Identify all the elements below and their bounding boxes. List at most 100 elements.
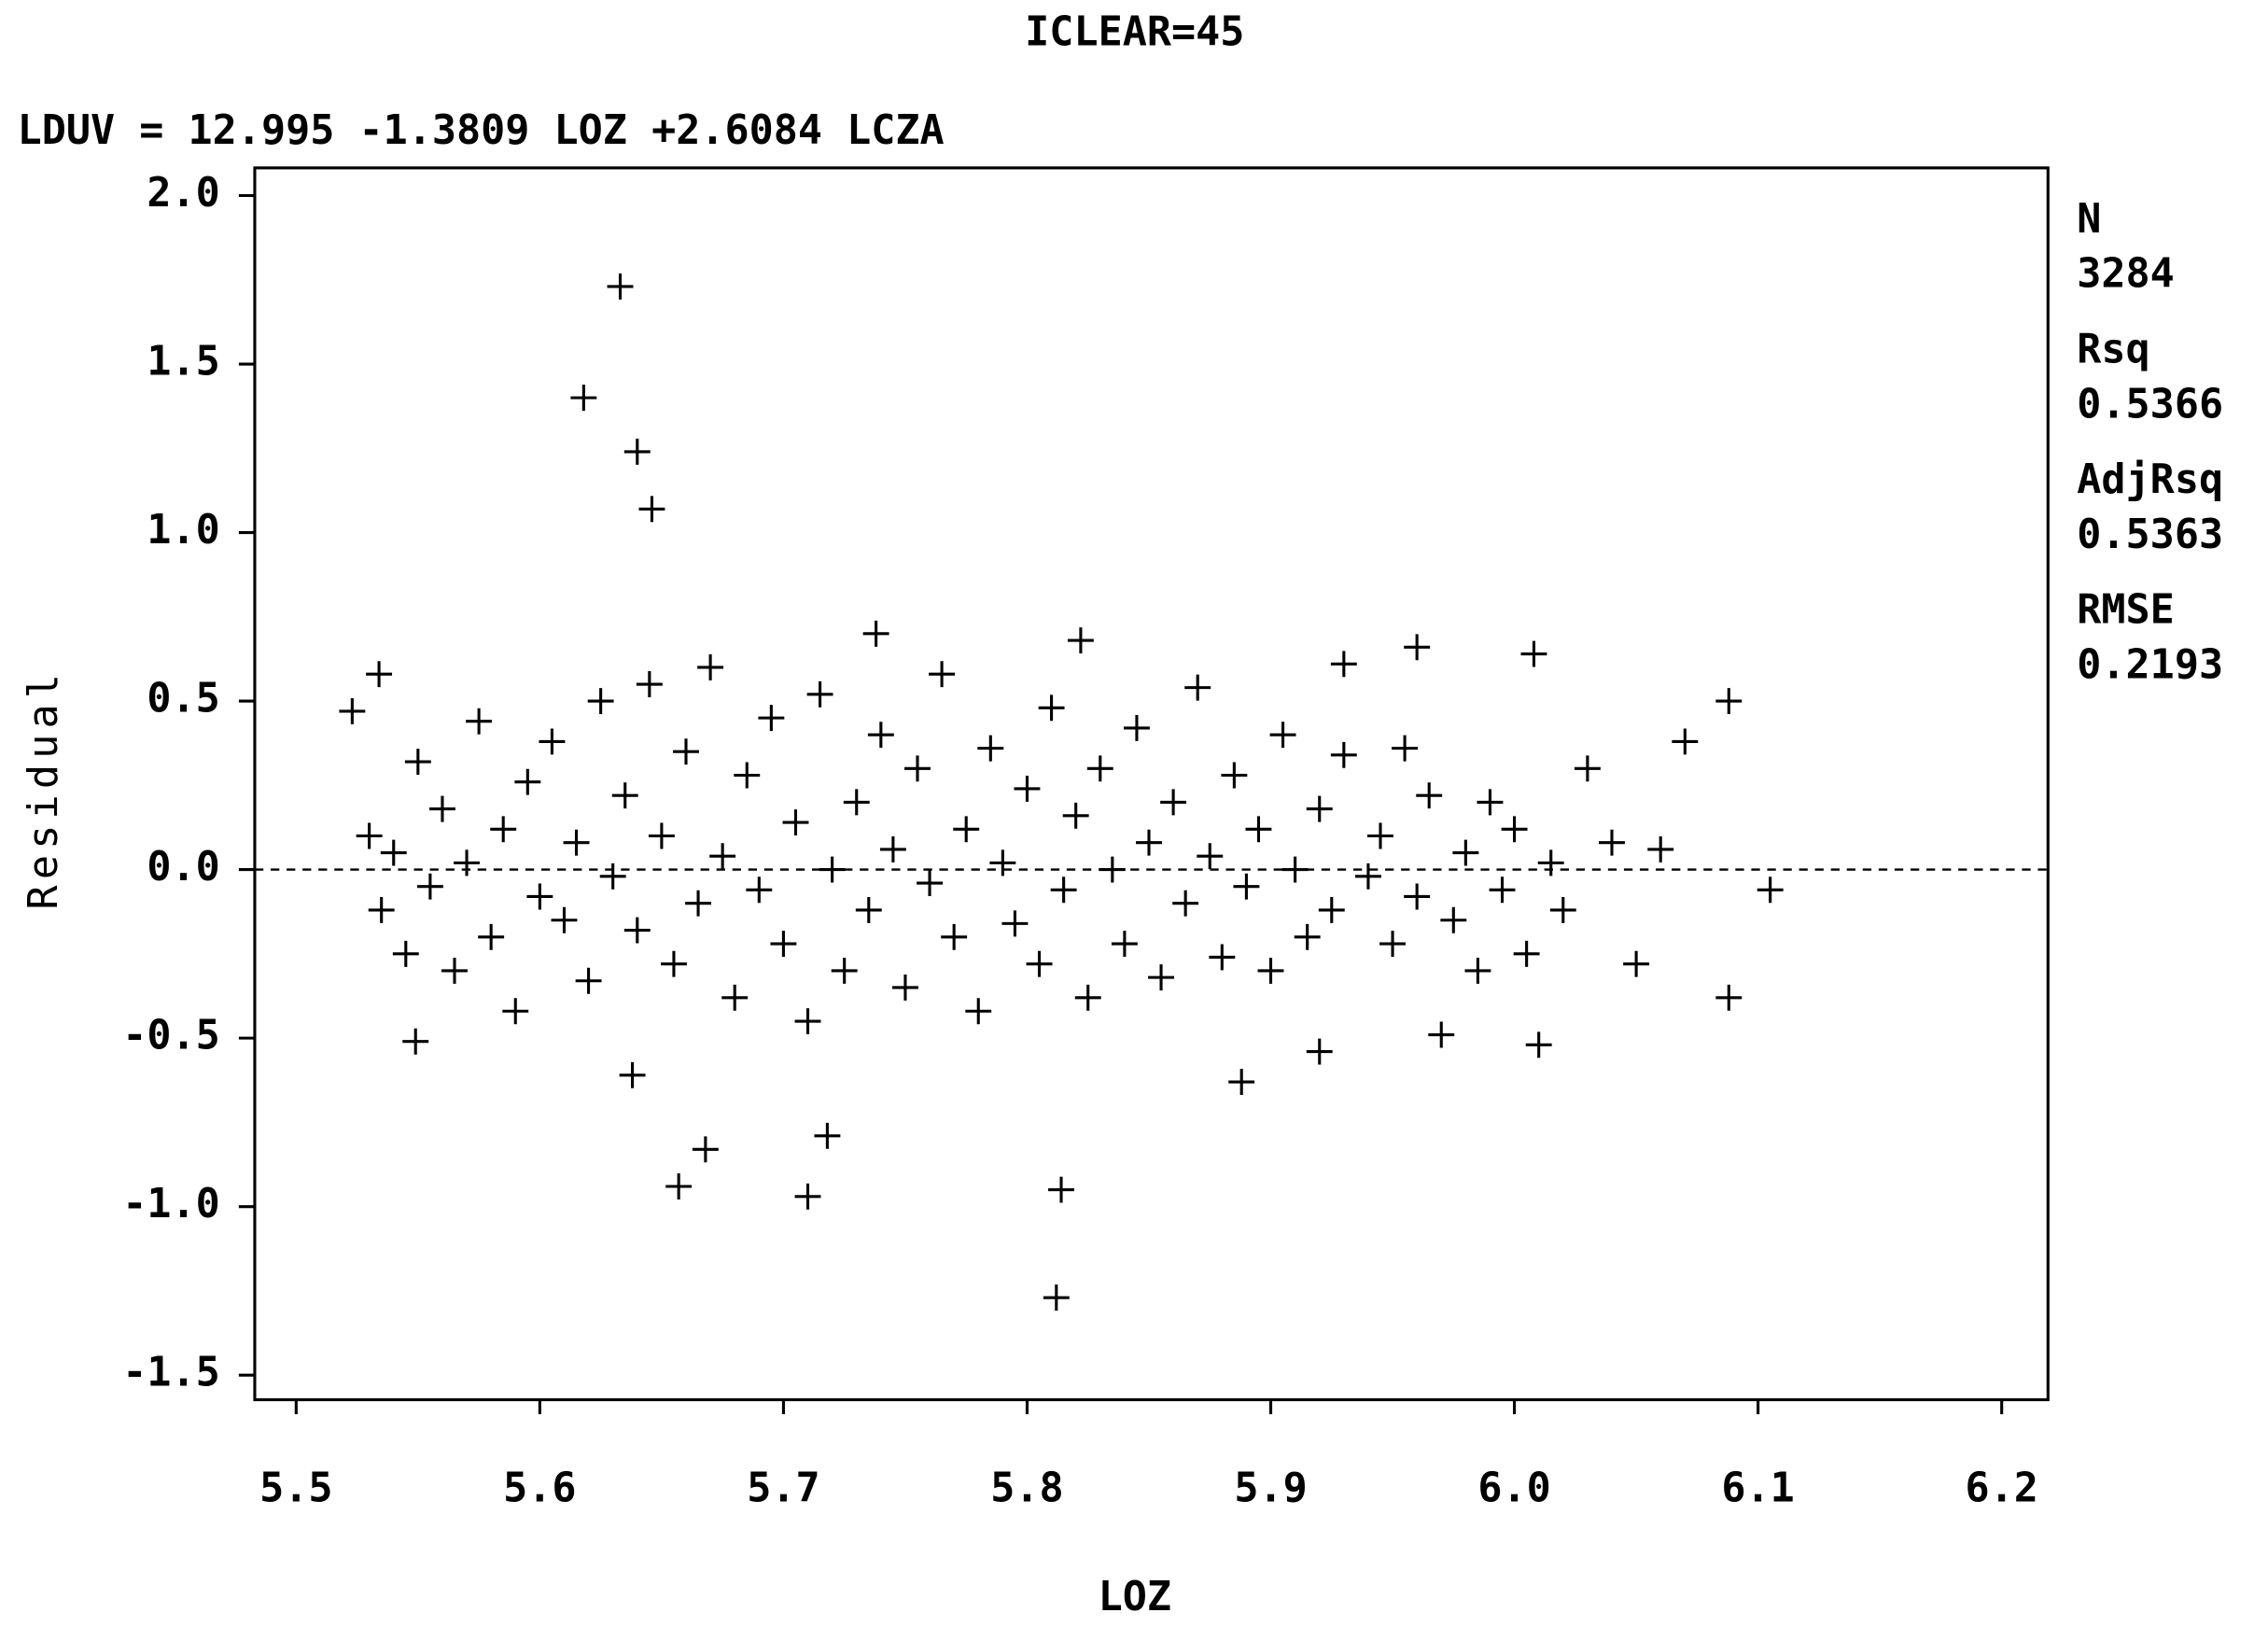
point: [514, 768, 541, 795]
point: [478, 923, 505, 950]
point: [843, 789, 870, 816]
point: [782, 809, 809, 836]
x-tick-label: 6.1: [1721, 1466, 1794, 1512]
point: [1428, 1021, 1455, 1048]
point: [1221, 762, 1248, 789]
y-tick-label: 0.0: [147, 844, 219, 891]
point: [587, 688, 614, 715]
stat-value: 3284: [2077, 251, 2175, 298]
point: [1228, 1069, 1255, 1096]
point: [526, 883, 553, 910]
point: [794, 1183, 821, 1210]
point: [1257, 957, 1284, 984]
point: [1549, 896, 1576, 923]
point: [402, 1028, 429, 1055]
point: [1715, 688, 1743, 715]
point: [697, 654, 724, 680]
stat-label: RMSE: [2077, 586, 2175, 633]
chart-subtitle: LDUV = 12.995 -1.3809 LOZ +2.6084 LCZA: [18, 107, 945, 154]
point: [1026, 950, 1053, 977]
point: [1123, 714, 1150, 741]
point: [1111, 931, 1138, 957]
point: [619, 1061, 646, 1088]
point: [770, 931, 797, 957]
point: [1245, 816, 1272, 843]
point: [1367, 822, 1393, 849]
point: [1172, 890, 1199, 917]
point: [380, 839, 407, 866]
point: [879, 835, 906, 863]
point: [862, 620, 889, 647]
point: [1062, 802, 1089, 829]
point: [929, 661, 956, 688]
point: [734, 762, 761, 789]
x-tick-label: 5.8: [990, 1466, 1063, 1512]
point: [673, 738, 699, 765]
point: [814, 1122, 841, 1149]
point: [1269, 722, 1296, 749]
point: [1672, 728, 1699, 755]
point: [1306, 795, 1333, 822]
point: [746, 877, 773, 904]
point: [575, 967, 602, 994]
point: [1014, 775, 1041, 802]
point: [1574, 755, 1601, 782]
point: [416, 873, 443, 900]
point: [819, 856, 846, 883]
point: [638, 496, 665, 523]
point: [855, 896, 882, 923]
point: [563, 829, 590, 856]
point: [831, 957, 858, 984]
point: [1330, 741, 1357, 768]
x-tick-label: 5.7: [747, 1466, 819, 1512]
point: [1233, 873, 1260, 900]
point: [1038, 694, 1065, 722]
point: [917, 870, 944, 896]
y-tick-label: -0.5: [122, 1013, 220, 1059]
point: [502, 998, 529, 1025]
point: [1757, 877, 1784, 904]
y-tick-label: 1.0: [147, 507, 219, 554]
stat-label: Rsq: [2077, 326, 2149, 372]
point: [1184, 674, 1211, 701]
point: [1099, 856, 1126, 883]
point: [1464, 957, 1491, 984]
y-tick-label: 0.5: [147, 676, 219, 722]
point: [1452, 839, 1479, 866]
point: [1197, 843, 1224, 870]
stat-value: 0.5366: [2077, 381, 2223, 428]
point: [551, 906, 578, 933]
point: [989, 849, 1016, 877]
x-tick-label: 5.9: [1234, 1466, 1307, 1512]
point: [466, 708, 493, 735]
point: [953, 816, 980, 843]
stat-value: 0.5363: [2077, 512, 2223, 558]
point: [428, 795, 455, 822]
point: [1048, 1176, 1074, 1203]
point: [1318, 896, 1345, 923]
x-tick-label: 5.5: [259, 1466, 332, 1512]
point: [1074, 984, 1101, 1011]
y-tick-label: -1.5: [122, 1350, 220, 1396]
stat-value: 0.2193: [2077, 641, 2223, 688]
point: [1520, 640, 1547, 667]
point: [611, 782, 638, 809]
point: [1067, 627, 1094, 654]
point: [721, 984, 749, 1011]
point: [794, 1008, 821, 1035]
x-axis-label: LOZ: [1099, 1574, 1171, 1620]
point: [1477, 789, 1504, 816]
point: [1537, 849, 1564, 877]
point: [339, 697, 366, 724]
point: [1525, 1031, 1552, 1059]
point: [1379, 931, 1407, 957]
point: [1404, 883, 1431, 910]
point: [1392, 735, 1419, 762]
point: [1501, 816, 1528, 843]
point: [867, 722, 894, 749]
point: [1416, 782, 1443, 809]
point: [904, 755, 931, 782]
y-tick-label: 1.5: [147, 339, 219, 386]
point: [404, 749, 431, 776]
